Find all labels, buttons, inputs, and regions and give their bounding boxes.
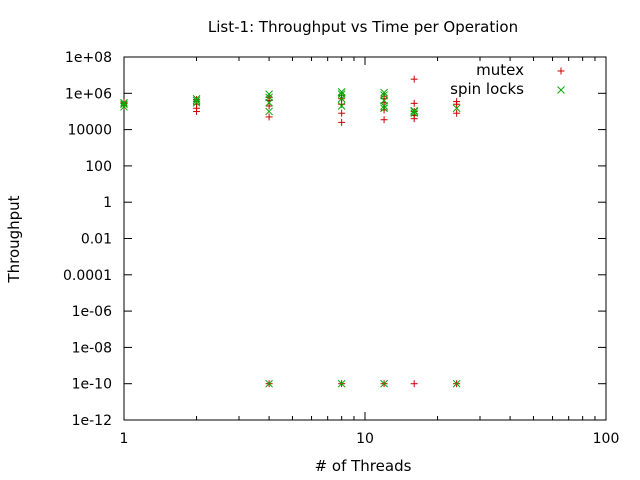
y-tick-label: 10000	[67, 123, 112, 139]
x-axis-title: # of Threads	[315, 457, 412, 475]
data-point-spin-locks	[120, 100, 128, 109]
y-tick-label: 1e-10	[72, 377, 112, 393]
data-point-spin-locks	[192, 96, 201, 105]
y-axis: 1e+08 1e+06 10000 100 1 0.01 0.0001 1e-06 1e-08 1…	[63, 50, 606, 429]
y-tick-label: 1e+08	[65, 50, 112, 66]
data-point-spin-locks	[380, 102, 388, 110]
data-point-spin-locks	[120, 98, 128, 107]
y-tick-label: 1e-12	[72, 413, 112, 429]
x-tick-label: 100	[593, 431, 620, 447]
data-point-spin-locks	[410, 107, 419, 116]
y-tick-label: 1e+06	[65, 86, 112, 102]
data-point-mutex	[453, 109, 461, 117]
y-axis-title: Throughput	[5, 195, 23, 283]
data-point-mutex	[410, 75, 418, 83]
data-point-spin-locks	[410, 106, 419, 115]
y-tick-label: 1e-08	[72, 340, 112, 356]
data-point-mutex	[338, 118, 346, 126]
legend-label-mutex: mutex	[476, 61, 524, 79]
data-point-mutex	[453, 98, 461, 106]
legend-symbol	[557, 86, 565, 94]
data-point-mutex	[380, 116, 388, 124]
data-point-mutex	[193, 96, 201, 104]
data-point-mutex	[265, 113, 273, 121]
legend-marker-spin-locks	[557, 86, 565, 94]
y-tick-label: 0.01	[81, 232, 112, 248]
data-point-spin-locks	[265, 107, 273, 116]
data-point-spin-locks	[380, 88, 388, 97]
data-point-mutex	[380, 92, 388, 100]
x-tick-label: 10	[356, 431, 374, 447]
data-point-mutex	[410, 380, 418, 388]
data-point-spin-locks	[265, 90, 273, 98]
data-point-spin-locks	[410, 109, 419, 118]
data-point-spin-locks	[337, 88, 346, 96]
data-point-spin-locks	[337, 379, 346, 388]
y-tick-label: 1e-06	[72, 304, 112, 320]
data-point-spin-locks	[380, 379, 388, 388]
data-point-mutex	[410, 99, 418, 107]
y-tick-label: 0.0001	[63, 268, 112, 284]
data-points	[120, 75, 461, 388]
data-point-spin-locks	[380, 91, 388, 99]
data-point-spin-locks	[337, 90, 346, 98]
legend: mutex spin locks	[450, 61, 565, 98]
data-point-mutex	[338, 109, 346, 117]
data-point-spin-locks	[380, 96, 388, 105]
data-point-spin-locks	[452, 379, 461, 388]
x-tick-label: 1	[120, 431, 129, 447]
data-point-spin-locks	[265, 93, 273, 102]
chart-title: List-1: Throughput vs Time per Operation	[208, 18, 518, 36]
y-tick-label: 100	[85, 159, 112, 175]
x-axis: 1 10 100	[120, 57, 620, 447]
data-point-spin-locks	[192, 94, 201, 103]
data-point-spin-locks	[452, 104, 461, 113]
data-point-spin-locks	[265, 379, 273, 388]
legend-label-spin-locks: spin locks	[450, 80, 524, 98]
data-point-spin-locks	[337, 102, 346, 110]
data-point-spin-locks	[265, 98, 273, 107]
legend-symbol	[557, 67, 565, 75]
data-point-mutex	[338, 91, 346, 99]
legend-marker-mutex	[557, 67, 565, 75]
y-tick-label: 1	[103, 195, 112, 211]
data-point-spin-locks	[380, 104, 388, 113]
